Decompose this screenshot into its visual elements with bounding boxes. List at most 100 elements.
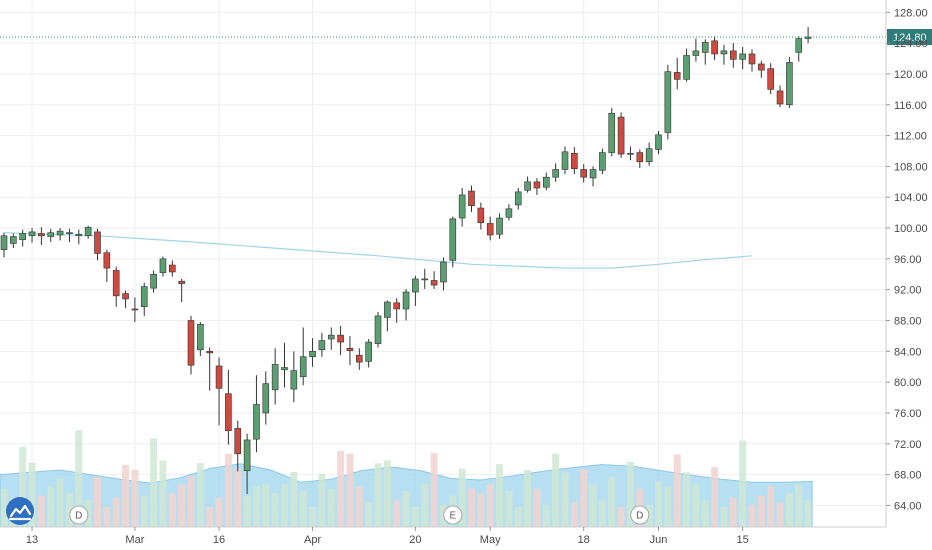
candle[interactable] <box>56 228 64 241</box>
time-axis[interactable]: 13 Mar 16 Apr 20 May 18 Jun 15 <box>0 526 886 546</box>
candle[interactable] <box>421 268 429 289</box>
candle[interactable] <box>542 172 550 191</box>
candle[interactable] <box>758 60 765 78</box>
candle[interactable] <box>468 185 475 212</box>
candle[interactable] <box>393 298 401 323</box>
candle[interactable] <box>767 63 775 94</box>
candle[interactable] <box>327 327 335 350</box>
candle[interactable] <box>47 228 55 242</box>
candle[interactable] <box>140 282 148 316</box>
candle[interactable] <box>524 176 531 193</box>
candle[interactable] <box>664 64 672 140</box>
watermark-logo[interactable] <box>6 497 34 525</box>
candle[interactable] <box>786 57 793 108</box>
candle[interactable] <box>365 339 372 368</box>
candle[interactable] <box>739 46 746 70</box>
candle[interactable] <box>281 342 288 388</box>
candle[interactable] <box>720 44 728 65</box>
candle[interactable] <box>617 112 625 158</box>
candle[interactable] <box>169 260 176 277</box>
candle[interactable] <box>430 271 438 289</box>
candle[interactable] <box>440 257 447 291</box>
candle[interactable] <box>496 213 503 239</box>
candle[interactable] <box>645 142 653 166</box>
candle[interactable] <box>290 351 298 403</box>
candle[interactable] <box>355 348 363 370</box>
candle[interactable] <box>561 146 569 175</box>
event-marker[interactable]: D <box>630 505 650 525</box>
candle[interactable] <box>0 232 8 258</box>
candle[interactable] <box>318 332 326 357</box>
candle[interactable] <box>729 43 737 68</box>
candle[interactable] <box>748 49 756 72</box>
candle[interactable] <box>571 147 578 175</box>
price-axis[interactable]: 128.00 124.00 120.00 116.00 112.00 108.00 104.… <box>885 0 928 527</box>
candle[interactable] <box>84 225 92 239</box>
candle[interactable] <box>384 300 391 332</box>
candle[interactable] <box>75 229 83 245</box>
candle[interactable] <box>131 297 139 323</box>
event-marker[interactable]: E <box>443 505 463 525</box>
candle[interactable] <box>552 163 559 182</box>
candle[interactable] <box>711 36 718 61</box>
candle[interactable] <box>225 369 232 445</box>
candle[interactable] <box>10 233 17 249</box>
candle[interactable] <box>38 227 45 246</box>
candle[interactable] <box>159 256 167 277</box>
event-marker[interactable]: D <box>69 505 89 525</box>
candles-layer[interactable] <box>0 26 812 494</box>
candle[interactable] <box>243 433 251 494</box>
candle[interactable] <box>94 228 101 261</box>
candle[interactable] <box>776 85 784 108</box>
candle[interactable] <box>683 48 690 82</box>
candle[interactable] <box>28 228 36 243</box>
candle[interactable] <box>477 202 485 230</box>
volume-bar <box>785 493 793 527</box>
candle[interactable] <box>103 249 111 282</box>
candle[interactable] <box>589 166 597 187</box>
candle[interactable] <box>271 348 279 405</box>
candle[interactable] <box>795 36 803 62</box>
candle[interactable] <box>608 107 616 157</box>
candle[interactable] <box>533 177 541 195</box>
candle[interactable] <box>337 325 344 356</box>
candle[interactable] <box>505 204 513 221</box>
candle[interactable] <box>206 347 213 391</box>
candle[interactable] <box>187 315 195 375</box>
candle[interactable] <box>178 278 185 303</box>
candle[interactable] <box>66 228 73 242</box>
candle[interactable] <box>580 164 588 183</box>
candle[interactable] <box>804 26 812 44</box>
candle-body <box>421 278 429 281</box>
candle[interactable] <box>458 187 466 227</box>
candle[interactable] <box>197 322 204 356</box>
volume-bar <box>757 495 765 527</box>
candle[interactable] <box>309 338 316 367</box>
tradingview-logo[interactable] <box>6 497 34 525</box>
candle[interactable] <box>486 216 494 241</box>
candle[interactable] <box>402 288 410 321</box>
candle[interactable] <box>599 148 606 175</box>
candle[interactable] <box>262 371 270 425</box>
candle[interactable] <box>449 216 457 268</box>
candle[interactable] <box>112 266 120 307</box>
candle[interactable] <box>346 335 354 366</box>
candle[interactable] <box>150 270 157 293</box>
candle[interactable] <box>19 229 27 247</box>
candle[interactable] <box>701 39 709 65</box>
candle[interactable] <box>374 312 382 348</box>
candle[interactable] <box>412 275 419 306</box>
candle[interactable] <box>215 357 223 426</box>
candle[interactable] <box>514 187 522 210</box>
candle[interactable] <box>673 57 681 90</box>
candle[interactable] <box>234 420 242 472</box>
candle[interactable] <box>627 146 634 161</box>
candle[interactable] <box>122 290 129 309</box>
candle[interactable] <box>636 149 644 168</box>
candle[interactable] <box>692 38 700 62</box>
candle[interactable] <box>655 130 662 155</box>
candle[interactable] <box>253 375 260 453</box>
candle[interactable] <box>299 327 307 386</box>
